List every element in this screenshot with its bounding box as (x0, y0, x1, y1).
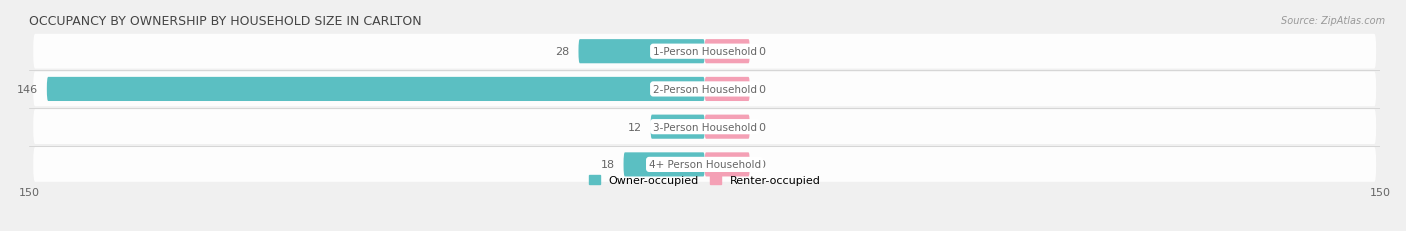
Text: 28: 28 (555, 47, 569, 57)
Text: 0: 0 (759, 47, 766, 57)
FancyBboxPatch shape (704, 115, 749, 139)
FancyBboxPatch shape (651, 115, 704, 139)
Text: 146: 146 (17, 85, 38, 94)
Text: 12: 12 (627, 122, 641, 132)
Legend: Owner-occupied, Renter-occupied: Owner-occupied, Renter-occupied (583, 171, 825, 190)
Text: Source: ZipAtlas.com: Source: ZipAtlas.com (1281, 16, 1385, 26)
FancyBboxPatch shape (46, 78, 704, 102)
Text: OCCUPANCY BY OWNERSHIP BY HOUSEHOLD SIZE IN CARLTON: OCCUPANCY BY OWNERSHIP BY HOUSEHOLD SIZE… (30, 15, 422, 28)
FancyBboxPatch shape (704, 40, 749, 64)
Text: 0: 0 (759, 85, 766, 94)
FancyBboxPatch shape (704, 78, 749, 102)
FancyBboxPatch shape (704, 153, 749, 177)
Text: 2-Person Household: 2-Person Household (652, 85, 756, 94)
Text: 1-Person Household: 1-Person Household (652, 47, 756, 57)
FancyBboxPatch shape (34, 147, 1376, 182)
Text: 18: 18 (600, 160, 614, 170)
Text: 4+ Person Household: 4+ Person Household (648, 160, 761, 170)
Text: 0: 0 (759, 160, 766, 170)
FancyBboxPatch shape (34, 72, 1376, 107)
Text: 0: 0 (759, 122, 766, 132)
FancyBboxPatch shape (34, 35, 1376, 69)
Text: 3-Person Household: 3-Person Household (652, 122, 756, 132)
FancyBboxPatch shape (34, 110, 1376, 144)
FancyBboxPatch shape (623, 153, 704, 177)
FancyBboxPatch shape (578, 40, 704, 64)
